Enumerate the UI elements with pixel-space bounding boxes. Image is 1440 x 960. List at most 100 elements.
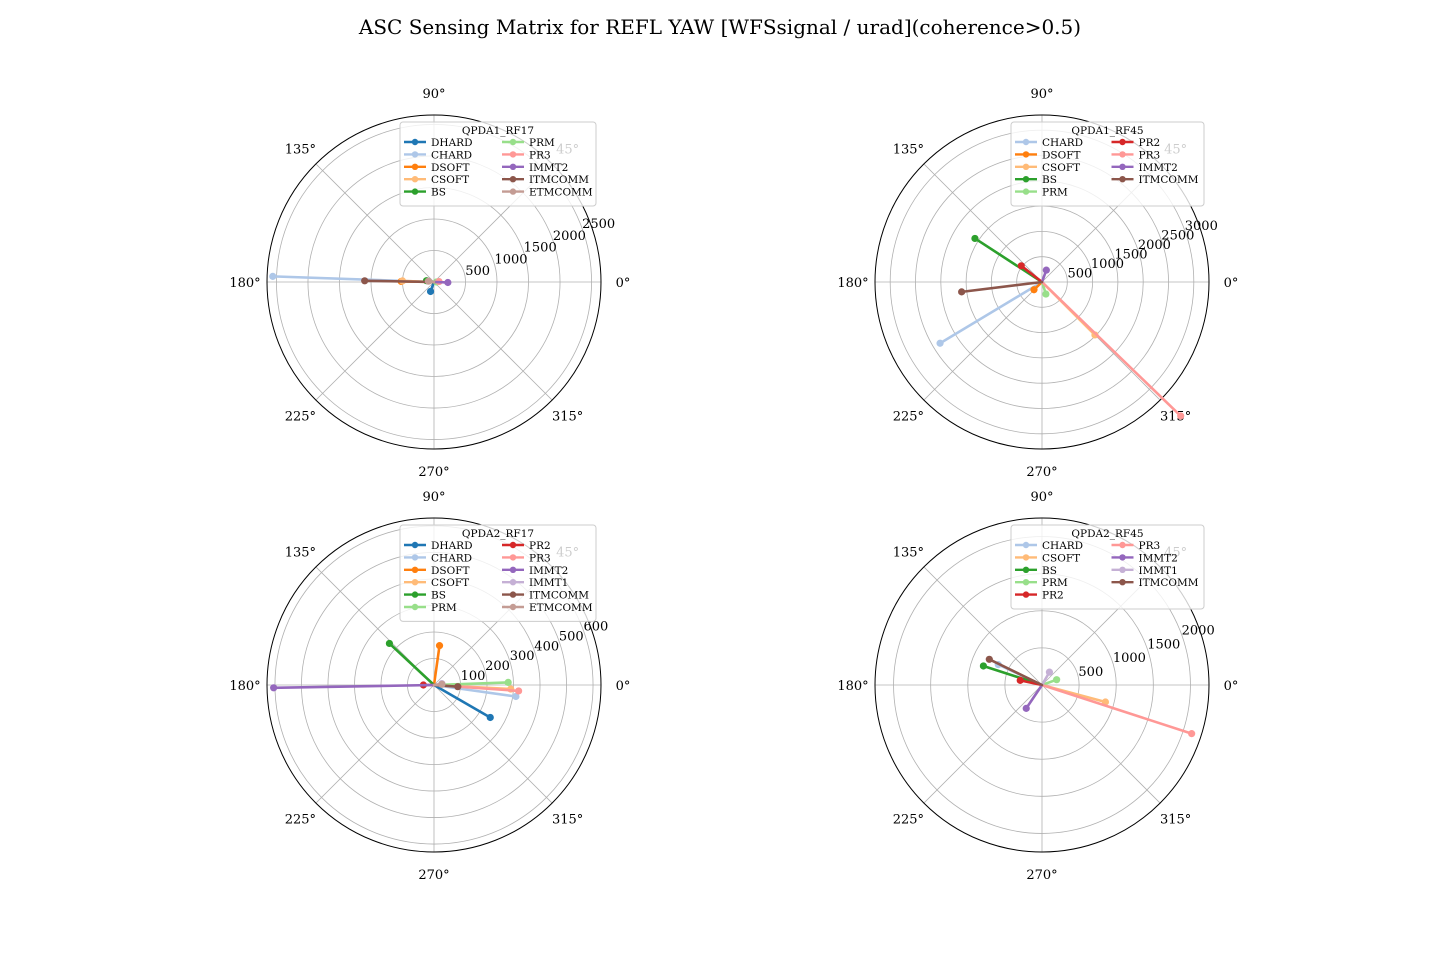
legend-entry-csoft: CSOFT	[1015, 162, 1080, 174]
series-immt2	[1040, 266, 1050, 284]
legend-entry-itmcomm: ITMCOMM	[1111, 577, 1199, 589]
series-line	[272, 683, 436, 690]
legend-label: ETMCOMM	[529, 602, 593, 614]
legend-entry-itmcomm: ITMCOMM	[502, 590, 589, 602]
legend-entry-csoft: CSOFT	[404, 577, 469, 589]
legend-label: DSOFT	[431, 162, 470, 174]
legend-entry-immt2: IMMT2	[1111, 552, 1178, 564]
series-etmcomm	[424, 277, 436, 285]
series-immt2	[270, 683, 436, 692]
series-line	[432, 644, 441, 687]
legend-label: CHARD	[431, 149, 472, 161]
legend-label: IMMT2	[529, 565, 568, 577]
legend-label: DHARD	[431, 137, 472, 149]
legend-label: CSOFT	[431, 577, 469, 589]
legend-entry-chard: CHARD	[1015, 540, 1083, 552]
legend-marker	[1119, 163, 1126, 170]
legend-label: CSOFT	[431, 174, 469, 186]
legend-marker	[1119, 579, 1126, 586]
legend-box	[399, 121, 597, 207]
series-point	[1022, 704, 1030, 712]
legend-marker	[411, 566, 419, 573]
legend-entry-prm: PRM	[1015, 187, 1068, 199]
series-pr2	[1017, 262, 1044, 284]
legend-label: PR2	[1042, 590, 1064, 602]
series-prm	[1040, 676, 1061, 687]
series-line	[938, 280, 1044, 345]
legend-marker	[411, 591, 419, 598]
legend-entry-prm: PRM	[502, 137, 555, 149]
legend-entry-itmcomm: ITMCOMM	[502, 174, 589, 186]
legend-entry-bs: BS	[1015, 174, 1057, 186]
legend-marker	[1022, 554, 1030, 561]
legend-label: IMMT1	[529, 577, 568, 589]
angle-tick-label: 315°	[1160, 813, 1191, 828]
legend-marker	[509, 554, 517, 561]
series-dhard	[432, 683, 494, 722]
legend-label: ITMCOMM	[529, 174, 589, 186]
legend-marker	[1022, 188, 1030, 195]
radial-tick-label: 2000	[1182, 623, 1215, 638]
legend-marker	[1022, 541, 1030, 549]
angle-tick-label: 135°	[285, 142, 316, 157]
radial-tick-label: 500	[1067, 267, 1092, 282]
polar-frame	[874, 114, 1210, 450]
legend-label: IMMT2	[1139, 552, 1178, 564]
polar-frame	[874, 517, 1210, 853]
series-line	[987, 657, 1044, 687]
series-bs	[385, 639, 436, 687]
series-point	[1177, 412, 1185, 420]
polar-plot-2: 0°45°90°135°180°225°270°315°500100015002…	[837, 87, 1238, 480]
legend-marker	[411, 176, 419, 183]
series-chard	[936, 280, 1044, 347]
series-point	[385, 639, 394, 648]
legend-label: PR2	[1139, 137, 1161, 149]
series-point	[971, 234, 979, 243]
series-pr3	[1040, 683, 1196, 738]
legend-marker	[411, 138, 419, 146]
polar-plot-1: 0°45°90°135°180°225°270°315°500100015002…	[229, 87, 630, 480]
series-point	[979, 662, 988, 670]
series-point	[512, 692, 520, 701]
grid-spoke	[923, 566, 1043, 686]
radial-tick-label: 200	[485, 659, 510, 674]
legend-marker	[411, 579, 419, 586]
series-immt2	[1022, 683, 1044, 712]
legend-entry-etmcomm: ETMCOMM	[502, 602, 593, 614]
legend-label: BS	[431, 187, 446, 199]
legend-label: CSOFT	[1042, 552, 1080, 564]
legend-marker	[509, 176, 517, 183]
angle-tick-label: 270°	[418, 465, 449, 480]
legend-marker	[411, 151, 419, 158]
radial-tick-label: 2500	[1161, 229, 1194, 244]
legend-marker	[1119, 541, 1126, 549]
angle-tick-label: 315°	[552, 813, 583, 828]
legend-entry-bs: BS	[404, 187, 446, 199]
series-point	[936, 339, 944, 347]
legend-entry-pr2: PR2	[1015, 590, 1064, 602]
legend-marker	[411, 188, 419, 195]
radial-tick-label: 500	[465, 264, 490, 279]
legend-entry-immt2: IMMT2	[502, 162, 568, 174]
legend-entry-dsoft: DSOFT	[404, 565, 470, 577]
legend-box	[399, 524, 597, 622]
legend-label: DHARD	[431, 540, 472, 552]
legend-label: ITMCOMM	[1139, 174, 1199, 186]
angle-tick-label: 0°	[616, 276, 631, 291]
radial-tick-label: 400	[534, 639, 559, 654]
legend-label: CHARD	[1042, 540, 1083, 552]
legend-marker	[509, 591, 517, 598]
legend-entry-pr2: PR2	[1111, 137, 1161, 149]
polar-frame	[266, 517, 602, 853]
series-line	[1040, 683, 1193, 735]
series-itmcomm	[361, 277, 436, 285]
legend-marker	[509, 603, 517, 611]
figure-title: ASC Sensing Matrix for REFL YAW [WFSsign…	[358, 15, 1081, 39]
series-line	[432, 683, 492, 719]
legend-label: BS	[1042, 565, 1057, 577]
grid-spoke	[1041, 684, 1161, 804]
radial-tick-label: 2000	[553, 229, 586, 244]
series-point	[444, 278, 452, 287]
angle-tick-label: 90°	[422, 490, 445, 505]
